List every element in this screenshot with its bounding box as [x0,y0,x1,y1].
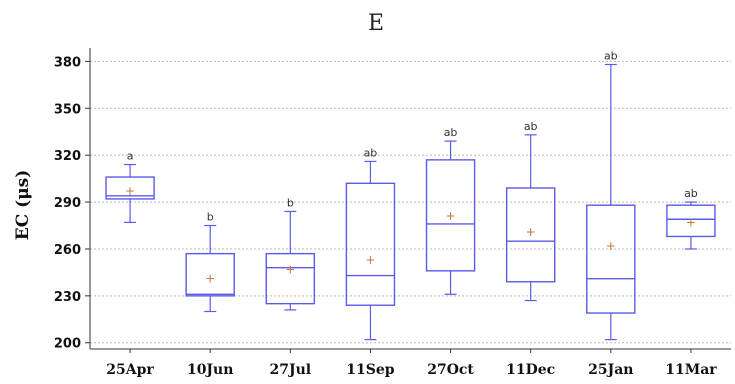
y-tick-label: 350 [54,102,81,117]
box-27Oct: + ab [425,126,476,353]
chart-title: E [368,11,384,36]
mean-marker: + [446,209,456,223]
mean-marker: + [285,262,295,276]
box-27Jul: +b [265,196,316,353]
mean-marker: + [526,225,536,239]
x-tick-label: 11Sep [346,362,395,378]
box-25Apr: +a [105,150,155,353]
x-tick-label: 27Jul [270,362,312,378]
x-tick-label: 25Apr [106,362,154,378]
group-letter: b [287,196,294,209]
category-labels: 25Apr 10Jun 27Jul 11Sep 27Oct 11Dec 25Jan 11Mar [106,362,717,378]
box-iqr [265,252,316,305]
y-tick-label: 230 [54,290,81,305]
box-11Mar: + ab [666,187,716,353]
group-letter: ab [444,126,458,139]
gridlines [85,60,731,344]
axes [89,48,731,350]
box-iqr [586,204,636,314]
y-tick-label: 260 [54,243,81,258]
y-tick-label: 380 [54,55,81,70]
group-letter: a [127,150,134,163]
box-iqr [666,204,716,238]
x-tick-label: 27Oct [427,362,474,378]
boxes: +a+b+b+ab+ab+ab+ab+ab [105,50,716,353]
group-letter: ab [684,187,698,200]
mean-marker: + [205,272,215,286]
y-tick-label: 200 [54,337,81,352]
y-tick-labels: 200 230 260 290 320 350 380 [54,55,81,351]
group-letter: b [207,211,214,224]
group-letter: ab [524,120,538,133]
y-axis-label: EC (μs) [13,170,33,241]
x-tick-label: 10Jun [187,362,233,378]
box-iqr [505,187,556,283]
group-letter: ab [604,50,618,63]
box-iqr [105,176,155,200]
box-10Jun: +b [185,211,235,353]
box-iqr [425,159,476,272]
x-tick-label: 11Dec [506,362,555,378]
mean-marker: + [606,239,616,253]
box-iqr [185,252,235,297]
y-tick-label: 320 [54,149,81,164]
box-iqr [345,182,396,306]
mean-marker: + [365,253,375,267]
box-11Dec: + ab [505,120,556,353]
mean-marker: + [125,184,135,198]
box-25Jan: + ab [586,50,636,353]
x-tick-label: 25Jan [588,362,633,378]
box-11Sep: + ab [345,146,396,353]
y-tick-label: 290 [54,196,81,211]
group-letter: ab [364,146,378,159]
mean-marker: + [686,215,696,229]
x-tick-label: 11Mar [665,362,717,378]
